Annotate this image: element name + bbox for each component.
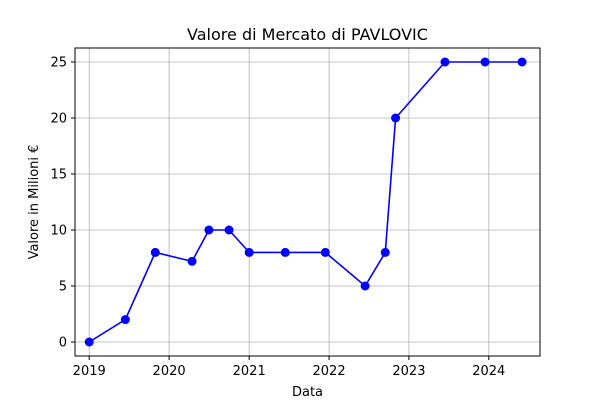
x-tick-label: 2023 [392, 364, 425, 379]
plot-area-frame [74, 47, 541, 357]
y-tick-label: 25 [50, 56, 67, 71]
grid [75, 48, 540, 356]
data-point [204, 225, 214, 235]
x-tick-label: 2022 [313, 364, 346, 379]
x-tick-label: 2020 [153, 364, 186, 379]
data-point [480, 57, 490, 67]
y-tick-label: 15 [50, 168, 67, 183]
x-tick-label: 2021 [233, 364, 266, 379]
data-point [380, 247, 390, 257]
x-tick-label: 2019 [73, 364, 106, 379]
axis-ticks: 2019 2020 2021 2022 2023 2024 0 5 10 15 20 25 [50, 56, 505, 380]
x-tick-label: 2024 [472, 364, 505, 379]
data-point [120, 315, 130, 325]
y-tick-label: 5 [59, 280, 67, 295]
y-tick-label: 10 [50, 224, 67, 239]
data-point [244, 247, 254, 257]
x-axis-label: Data [292, 385, 323, 400]
y-tick-label: 0 [59, 336, 67, 351]
y-axis-label: Valore in Milioni € [27, 145, 42, 260]
data-point [320, 247, 330, 257]
data-point [187, 256, 197, 266]
data-point [280, 247, 290, 257]
data-point [360, 281, 370, 291]
y-tick-label: 20 [50, 112, 67, 127]
data-point [84, 337, 94, 347]
data-point [224, 225, 234, 235]
chart-title: Valore di Mercato di PAVLOVIC [187, 25, 428, 44]
data-point [150, 247, 160, 257]
data-point [517, 57, 527, 67]
data-point [391, 113, 401, 123]
series-layer [84, 57, 527, 347]
data-point [440, 57, 450, 67]
